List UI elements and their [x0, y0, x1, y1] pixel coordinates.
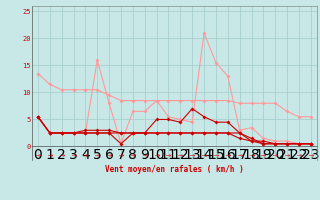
- X-axis label: Vent moyen/en rafales ( km/h ): Vent moyen/en rafales ( km/h ): [105, 165, 244, 174]
